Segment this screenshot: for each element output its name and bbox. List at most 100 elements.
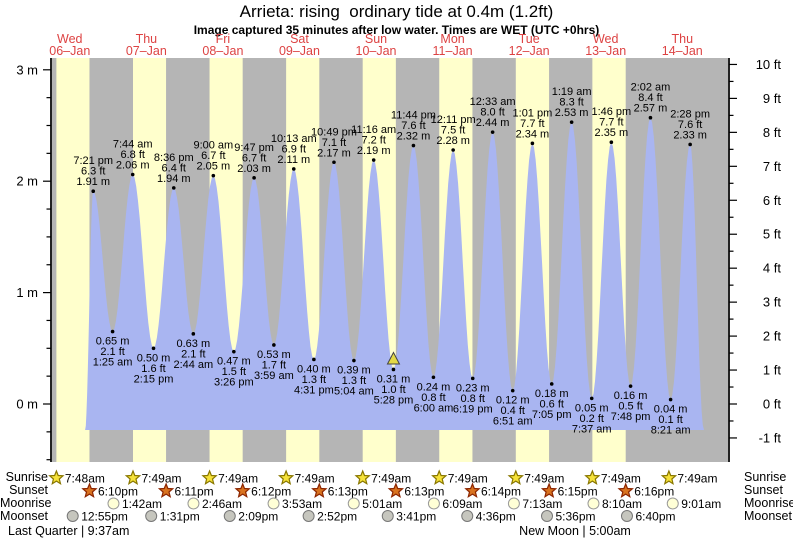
moonset-row-label-left: Moonset — [0, 509, 48, 523]
right-axis-tick-label: 3 ft — [763, 295, 781, 310]
moonset-time: 2:09pm — [238, 509, 278, 523]
tide-low-label: 0.65 m 2.1 ft 1:25 am — [93, 336, 133, 369]
day-label-date: 10–Jan — [356, 44, 397, 58]
day-label-name: Fri — [216, 32, 231, 46]
tide-extreme-point — [470, 376, 475, 381]
sunset-icon — [234, 482, 251, 499]
tide-high-label: 7:44 am 6.8 ft 2.06 m — [113, 139, 153, 172]
right-axis-tick-label: 2 ft — [763, 329, 781, 344]
sunrise-time: 7:49am — [677, 471, 717, 485]
last-quarter-note: Last Quarter | 9:37am — [8, 524, 130, 538]
moonrise-time: 2:46am — [202, 497, 242, 511]
sunset-time: 6:13pm — [404, 484, 444, 498]
new-moon-note: New Moon | 5:00am — [519, 524, 631, 538]
right-axis-tick-label: 6 ft — [763, 193, 781, 208]
day-label-date: 11–Jan — [433, 44, 473, 58]
day-label-name: Tue — [519, 32, 540, 46]
moonset-time: 5:36pm — [556, 509, 596, 523]
moonset-icon — [145, 510, 158, 522]
tide-low-label: 0.39 m 1.3 ft 5:04 am — [334, 365, 374, 398]
sunrise-time: 7:49am — [448, 471, 488, 485]
tide-high-label: 10:49 pm 7.1 ft 2.17 m — [311, 126, 357, 159]
tide-extreme-point — [628, 384, 633, 388]
tide-low-label: 0.40 m 1.3 ft 4:31 pm — [294, 363, 334, 396]
sunset-icon — [617, 482, 634, 499]
moonrise-icon — [507, 497, 520, 510]
sunrise-icon — [124, 469, 142, 486]
tide-low-label: 0.31 m 1.0 ft 5:28 pm — [374, 373, 414, 406]
tide-extreme-point — [312, 357, 316, 362]
sunrise-time: 7:49am — [295, 471, 335, 485]
tide-high-label: 11:44 pm 7.6 ft 2.32 m — [391, 110, 436, 143]
moonset-time: 6:40pm — [635, 509, 675, 523]
sunset-row-label-left: Sunset — [9, 483, 48, 497]
tide-extreme-point — [391, 367, 396, 372]
tide-high-label: 1:01 pm 7.7 ft 2.34 m — [513, 107, 553, 140]
tide-extreme-point — [91, 189, 96, 194]
tide-low-label: 0.16 m 0.5 ft 7:48 pm — [611, 390, 651, 423]
moonset-time: 1:31pm — [160, 509, 200, 523]
tide-low-label: 0.47 m 1.5 ft 3:26 pm — [214, 356, 254, 389]
sunrise-row-label-left: Sunrise — [5, 470, 48, 484]
sunset-time: 6:10pm — [98, 484, 138, 498]
right-axis-tick-label: 9 ft — [763, 91, 781, 106]
tide-extreme-point — [371, 158, 376, 162]
day-label-date: 09–Jan — [279, 44, 320, 58]
tide-high-label: 1:19 am 8.3 ft 2.53 m — [552, 86, 592, 119]
moonrise-icon — [107, 497, 120, 510]
sunrise-time: 7:49am — [142, 471, 182, 485]
moonset-time: 4:36pm — [476, 509, 516, 523]
moonrise-row-label-right: Moonrise — [744, 496, 793, 510]
moonset-time: 12:55pm — [81, 509, 128, 523]
moonrise-time: 5:01am — [362, 497, 402, 511]
moonrise-icon — [587, 497, 600, 510]
tide-extreme-point — [510, 388, 515, 393]
moonrise-time: 8:10am — [602, 497, 642, 511]
sunset-time: 6:14pm — [481, 484, 521, 498]
sunset-row-label-right: Sunset — [744, 483, 783, 497]
day-label-date: 12–Jan — [509, 44, 550, 58]
moonset-icon — [461, 510, 474, 522]
left-axis-tick-label: 3 m — [16, 62, 38, 77]
left-axis-tick-label: 0 m — [16, 397, 38, 412]
day-label-name: Mon — [440, 32, 464, 46]
sunrise-time: 7:49am — [601, 471, 641, 485]
day-label-name: Sat — [290, 32, 309, 46]
sunset-icon — [387, 482, 405, 499]
tide-extreme-point — [352, 358, 356, 363]
moonrise-icon — [666, 497, 679, 510]
tide-low-label: 0.05 m 0.2 ft 7:37 am — [572, 402, 612, 435]
day-label-name: Wed — [57, 32, 83, 46]
sunset-time: 6:15pm — [558, 484, 598, 498]
sunrise-icon — [277, 469, 295, 486]
sunrise-icon — [584, 469, 601, 486]
tide-extreme-point — [272, 343, 276, 347]
page-title: Arrieta: rising ordinary tide at 0.4m (1… — [239, 2, 554, 21]
tide-extreme-point — [490, 130, 495, 134]
tide-extreme-point — [252, 176, 256, 180]
tide-extreme-point — [171, 186, 176, 190]
sunset-icon — [464, 482, 481, 499]
sunrise-time: 7:49am — [218, 471, 258, 485]
tide-extreme-point — [110, 329, 115, 334]
tide-extreme-point — [569, 120, 574, 124]
moonset-icon — [66, 510, 79, 522]
moonrise-time: 1:42am — [122, 497, 162, 511]
tide-high-label: 11:16 am 7.2 ft 2.19 m — [351, 124, 396, 157]
tide-low-label: 0.50 m 1.6 ft 2:15 pm — [134, 352, 174, 385]
moonrise-icon — [347, 497, 360, 510]
tide-high-label: 8:36 pm 6.4 ft 1.94 m — [154, 152, 194, 185]
tide-low-label: 0.63 m 2.1 ft 2:44 am — [173, 338, 213, 371]
day-label-date: 14–Jan — [662, 44, 703, 58]
tide-extreme-point — [151, 346, 156, 351]
sunrise-icon — [48, 469, 65, 486]
tide-extreme-point — [609, 140, 614, 145]
sunrise-time: 7:48am — [65, 471, 105, 485]
moonrise-icon — [427, 497, 440, 510]
sunrise-icon — [431, 469, 448, 486]
tide-high-label: 12:33 am 8.0 ft 2.44 m — [470, 96, 516, 129]
tide-high-label: 2:28 pm 7.6 ft 2.33 m — [670, 108, 710, 141]
sunrise-icon — [201, 469, 218, 486]
moonset-time: 2:52pm — [317, 509, 357, 523]
moonrise-row-label-left: Moonrise — [0, 496, 52, 510]
